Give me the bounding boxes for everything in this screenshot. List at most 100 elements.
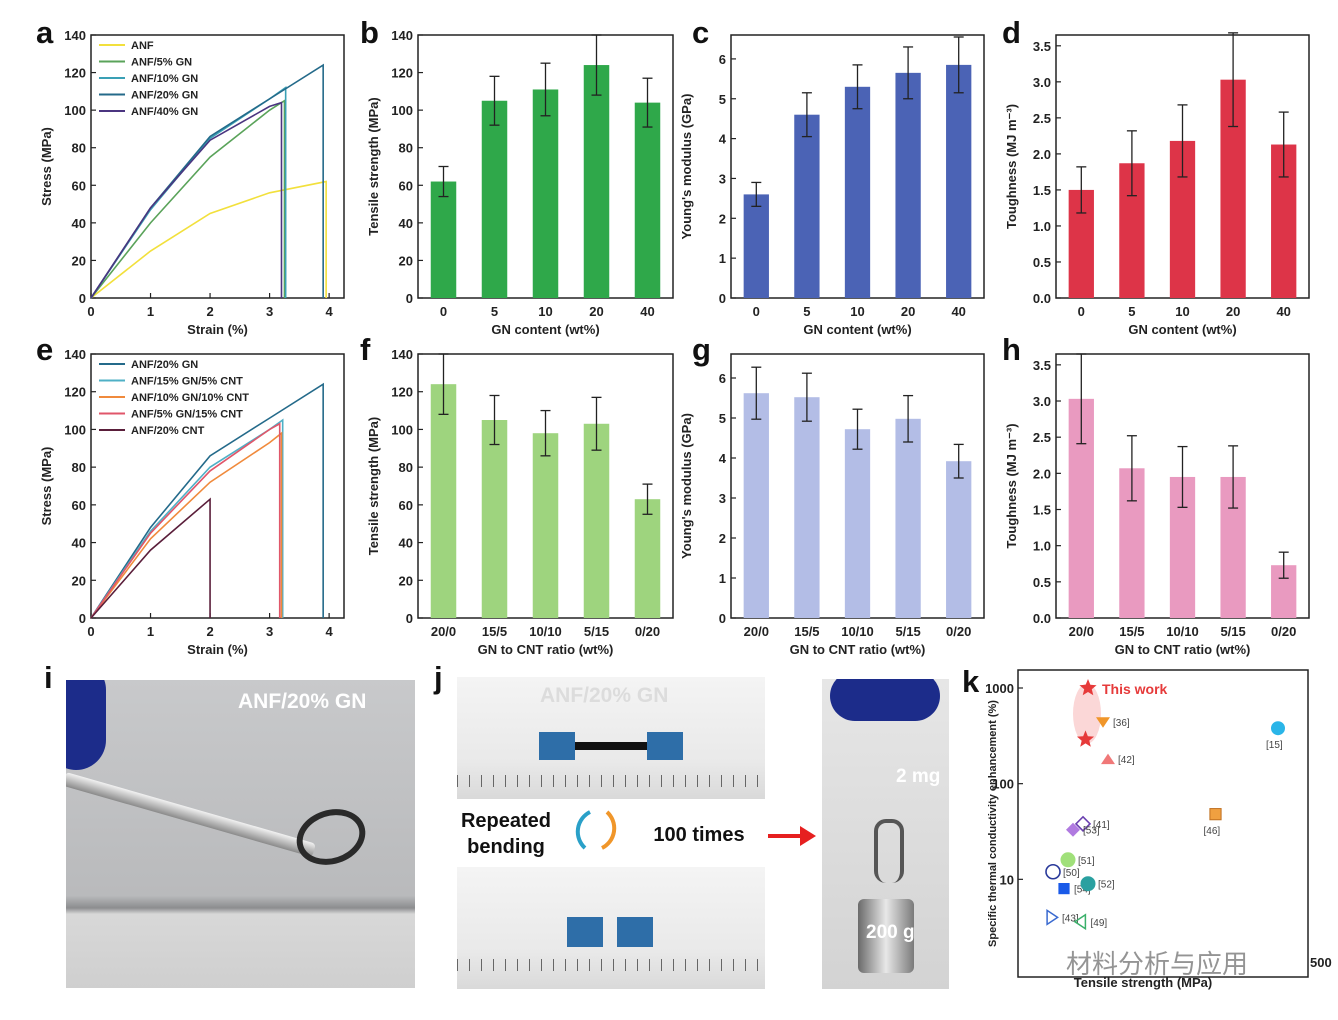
- y-tick-label: 1000: [985, 681, 1014, 696]
- y-tick-label: 60: [399, 498, 413, 513]
- photo-panel-j-top: [457, 677, 765, 799]
- series-line-anf-20-gn: [90, 63, 324, 299]
- y-tick-label: 3.5: [1033, 39, 1051, 54]
- bar-5/15: [895, 418, 921, 618]
- legend-label: ANF/20% GN: [131, 359, 198, 371]
- bar-15/5: [481, 420, 508, 618]
- x-tick-label: 20: [589, 304, 603, 319]
- x-tick-label: 15/5: [482, 624, 507, 639]
- y-tick-label: 0: [719, 611, 726, 626]
- x-tick-label: 15/5: [794, 624, 819, 639]
- x-axis-label: Strain (%): [187, 642, 248, 657]
- y-tick-label: 140: [64, 28, 86, 43]
- legend-label: ANF: [131, 40, 154, 52]
- point--49-: [1073, 913, 1087, 931]
- y-tick-label: 80: [399, 460, 413, 475]
- point-label: [15]: [1266, 740, 1283, 751]
- repeated-bending-label: Repeated bending: [460, 810, 552, 858]
- x-tick-label: 0/20: [1271, 624, 1296, 639]
- x-tick-label: 10/10: [841, 624, 874, 639]
- legend-label: ANF/20% GN: [131, 90, 198, 102]
- y-tick-label: 140: [64, 347, 86, 362]
- photo-panel-i: [66, 680, 415, 988]
- y-tick-label: 120: [64, 385, 86, 400]
- bar-5: [481, 100, 508, 298]
- point--54-: [1058, 883, 1070, 895]
- bar-20: [583, 65, 610, 298]
- x-tick-label: 500: [1310, 955, 1332, 970]
- x-axis-label: GN to CNT ratio (wt%): [478, 642, 614, 657]
- panel-letter-f: f: [360, 332, 371, 367]
- x-axis-label: GN to CNT ratio (wt%): [1115, 642, 1251, 657]
- y-tick-label: 80: [72, 460, 86, 475]
- x-tick-label: 10/10: [1166, 624, 1199, 639]
- bar-20/0: [743, 393, 769, 618]
- film-strip: [575, 742, 647, 750]
- panel-letter-b: b: [360, 15, 379, 50]
- y-tick-label: 20: [399, 253, 413, 268]
- mass-small-label: 2 mg: [896, 766, 941, 787]
- film-sample: [289, 800, 373, 874]
- ruler: [457, 959, 765, 971]
- y-axis-label: Tensile strength (MPa): [366, 97, 381, 235]
- point--43-: [1046, 909, 1059, 926]
- plot-frame-k: [1017, 669, 1309, 978]
- bar-10/10: [532, 433, 559, 618]
- y-tick-label: 20: [72, 253, 86, 268]
- legend-label: ANF/20% CNT: [131, 425, 205, 437]
- x-tick-label: 3: [266, 304, 273, 319]
- y-tick-label: 10: [1000, 872, 1014, 887]
- y-tick-label: 0.0: [1033, 291, 1051, 306]
- y-tick-label: 80: [72, 141, 86, 156]
- x-tick-label: 1: [147, 304, 154, 319]
- bar-40: [634, 102, 661, 298]
- x-tick-label: 2: [206, 624, 213, 639]
- point-label: [42]: [1118, 755, 1135, 766]
- point--50-: [1045, 863, 1061, 880]
- y-tick-label: 2: [719, 211, 726, 226]
- plot-frame-e: [90, 353, 345, 619]
- bar-10: [844, 86, 871, 298]
- x-tick-label: 20: [901, 304, 915, 319]
- y-tick-label: 100: [391, 103, 413, 118]
- series-line-anf: [90, 180, 327, 299]
- x-tick-label: 15/5: [1119, 624, 1144, 639]
- point-label: [46]: [1204, 826, 1221, 837]
- bar-40: [946, 64, 972, 299]
- mass-large-label: 200 g: [866, 922, 915, 943]
- x-tick-label: 10: [850, 304, 864, 319]
- point-label: [41]: [1093, 820, 1110, 831]
- photo-panel-j-bottom: [457, 867, 765, 989]
- y-axis-label: Tensile strength (MPa): [366, 417, 381, 555]
- hook: [874, 819, 904, 883]
- x-axis-label: Tensile strength (MPa): [1074, 975, 1212, 990]
- y-tick-label: 0: [406, 291, 413, 306]
- y-tick-label: 1: [719, 571, 726, 586]
- series-line-anf-10-gn-10-cnt: [90, 431, 283, 619]
- y-tick-label: 0: [406, 611, 413, 626]
- series-line-anf-40-gn: [90, 101, 283, 299]
- x-tick-label: 40: [1276, 304, 1290, 319]
- cycle-arrow-orange: [600, 810, 617, 850]
- x-tick-label: 3: [266, 624, 273, 639]
- x-tick-label: 40: [951, 304, 965, 319]
- y-tick-label: 3.0: [1033, 394, 1051, 409]
- y-tick-label: 140: [391, 28, 413, 43]
- point--53-: [1066, 822, 1080, 837]
- times-label: 100 times: [653, 824, 745, 846]
- x-tick-label: 0: [87, 304, 94, 319]
- y-tick-label: 40: [72, 536, 86, 551]
- y-tick-label: 60: [399, 178, 413, 193]
- legend-label: ANF/5% GN: [131, 57, 192, 69]
- panel-letter-c: c: [692, 15, 709, 50]
- x-axis-label: GN content (wt%): [803, 322, 911, 337]
- panel-letter-j: j: [434, 660, 443, 695]
- photo-i-caption: ANF/20% GN: [238, 690, 367, 713]
- panel-letter-e: e: [36, 332, 53, 367]
- x-tick-label: 0: [1078, 304, 1085, 319]
- y-tick-label: 1.5: [1033, 183, 1051, 198]
- x-tick-label: 40: [640, 304, 654, 319]
- x-tick-label: 10: [538, 304, 552, 319]
- y-tick-label: 0: [79, 291, 86, 306]
- y-tick-label: 6: [719, 52, 726, 67]
